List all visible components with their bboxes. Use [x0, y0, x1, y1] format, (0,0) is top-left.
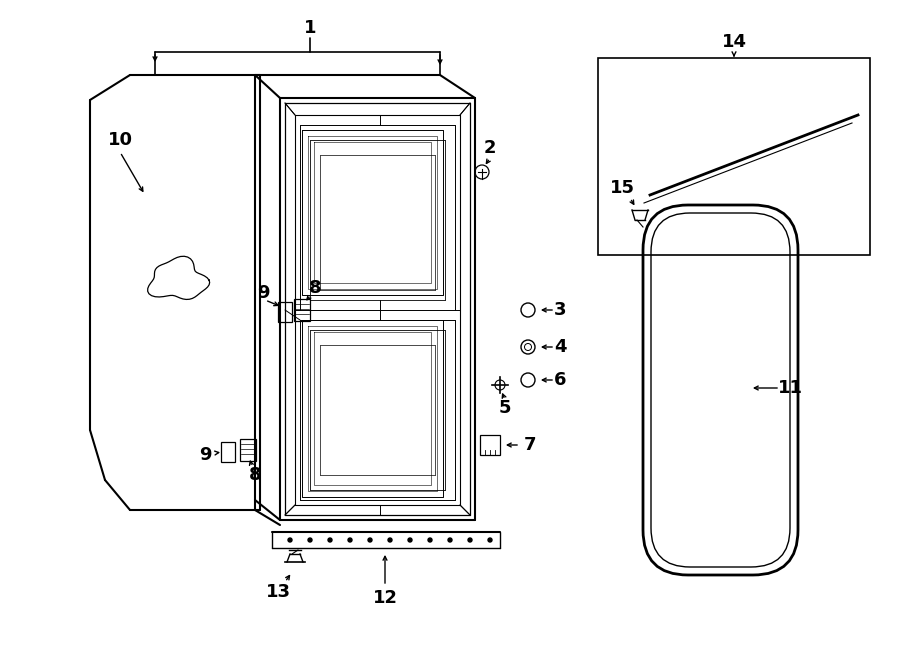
- Bar: [480, 435, 500, 455]
- Circle shape: [488, 538, 492, 542]
- Circle shape: [308, 538, 312, 542]
- Text: 4: 4: [554, 338, 566, 356]
- Text: 9: 9: [256, 284, 269, 302]
- Text: 12: 12: [373, 589, 398, 607]
- Bar: [221, 442, 235, 462]
- Text: 2: 2: [484, 139, 496, 157]
- Bar: [278, 302, 292, 322]
- Circle shape: [408, 538, 412, 542]
- Text: 15: 15: [609, 179, 634, 197]
- Text: 7: 7: [524, 436, 536, 454]
- Circle shape: [468, 538, 472, 542]
- Text: 8: 8: [309, 279, 321, 297]
- Text: 10: 10: [107, 131, 132, 149]
- Text: 3: 3: [554, 301, 566, 319]
- Bar: [240, 439, 256, 461]
- Text: 6: 6: [554, 371, 566, 389]
- Text: 13: 13: [266, 583, 291, 601]
- Text: 14: 14: [722, 33, 746, 51]
- Circle shape: [448, 538, 452, 542]
- Circle shape: [388, 538, 392, 542]
- Bar: [598, 58, 870, 255]
- Text: 9: 9: [199, 446, 212, 464]
- Text: 5: 5: [499, 399, 511, 417]
- Text: 11: 11: [778, 379, 803, 397]
- Circle shape: [428, 538, 432, 542]
- Text: 8: 8: [248, 466, 261, 484]
- Circle shape: [288, 538, 292, 542]
- Circle shape: [368, 538, 372, 542]
- Text: 1: 1: [304, 19, 316, 37]
- Circle shape: [348, 538, 352, 542]
- Bar: [294, 299, 310, 321]
- Circle shape: [328, 538, 332, 542]
